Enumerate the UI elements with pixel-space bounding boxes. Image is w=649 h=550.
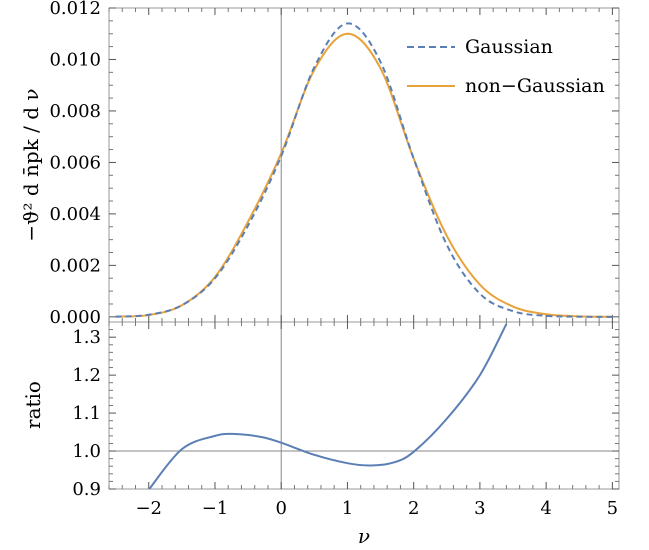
y-tick-label: 0.9 <box>72 479 101 500</box>
bottom-axis-ticks <box>108 322 619 490</box>
top-y-axis-label: −ϑ² d n̄pk / d ν <box>19 88 43 241</box>
y-tick-label: 0.012 <box>49 0 101 19</box>
x-tick-label: 1 <box>342 498 353 519</box>
legend: Gaussian non−Gaussian <box>407 36 605 97</box>
y-tick-label: 0.006 <box>49 152 101 173</box>
y-tick-label: 1.2 <box>72 365 101 386</box>
top-series-group <box>115 22 613 318</box>
bottom-y-axis-label: ratio <box>21 381 45 429</box>
x-tick-label: 4 <box>540 498 551 519</box>
y-tick-label: 1.0 <box>72 441 101 462</box>
y-tick-label: 0.002 <box>49 255 101 276</box>
x-tick-label: 0 <box>275 498 286 519</box>
y-tick-label: 0.000 <box>49 307 101 328</box>
tick-labels: −2 −1 0 1 2 3 4 5 0.000 0.002 0.004 0.006 0.008 0.010… <box>49 0 618 519</box>
x-tick-label: −2 <box>135 498 162 519</box>
x-tick-label: 5 <box>607 498 618 519</box>
x-tick-label: −1 <box>202 498 229 519</box>
y-tick-label: 0.010 <box>49 49 101 70</box>
x-tick-label: 3 <box>474 498 485 519</box>
x-axis-label: ν <box>358 524 370 548</box>
y-tick-label: 1.1 <box>72 403 101 424</box>
bottom-panel-frame <box>108 321 620 490</box>
legend-label-gaussian: Gaussian <box>465 36 553 58</box>
series-ratio-line <box>148 323 508 489</box>
top-axis-ticks <box>108 7 619 322</box>
x-tick-label: 2 <box>408 498 419 519</box>
bottom-series-group <box>148 323 508 489</box>
y-tick-label: 0.004 <box>49 204 101 225</box>
legend-label-non-gaussian: non−Gaussian <box>465 75 605 97</box>
y-tick-label: 1.3 <box>72 327 101 348</box>
series-gaussian-line <box>115 22 613 318</box>
y-tick-label: 0.008 <box>49 101 101 122</box>
